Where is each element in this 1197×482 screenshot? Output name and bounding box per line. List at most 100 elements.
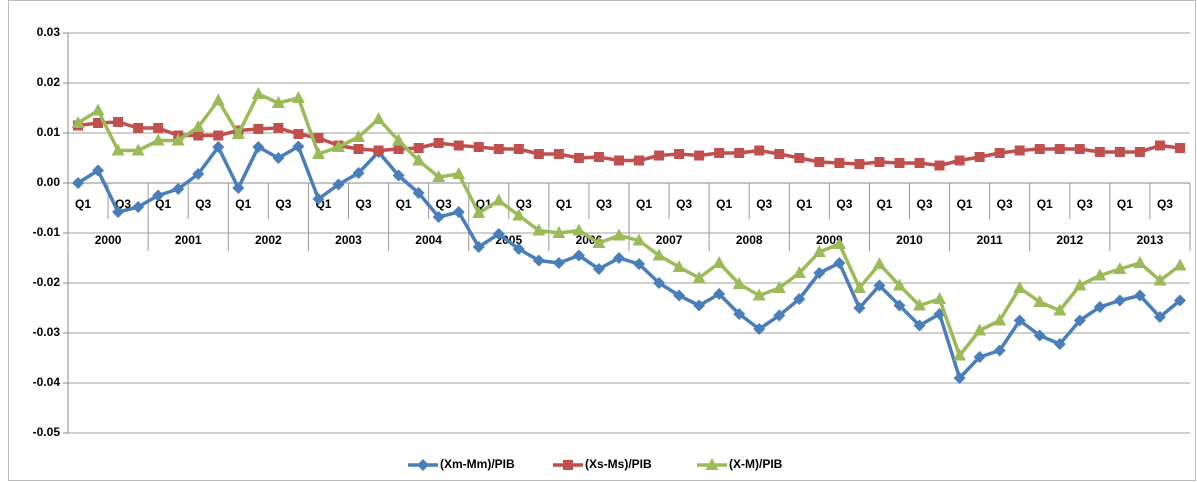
data-point: [413, 143, 424, 153]
data-point: [353, 144, 364, 154]
data-point: [792, 266, 806, 278]
data-point: [532, 254, 545, 267]
data-point: [1113, 294, 1126, 307]
year-label: 2010: [896, 233, 923, 247]
y-tick-label: 0.01: [37, 125, 61, 139]
data-point: [1053, 303, 1067, 316]
x-tick-label: Q1: [556, 197, 572, 211]
data-point: [432, 211, 445, 223]
data-point: [152, 189, 165, 202]
data-point: [893, 299, 906, 312]
x-tick-label: Q3: [1157, 197, 1173, 211]
data-point: [272, 152, 285, 164]
legend-marker: [705, 458, 719, 470]
x-tick-label: Q1: [1037, 197, 1053, 211]
data-point: [793, 293, 806, 305]
data-point: [552, 226, 566, 238]
data-point: [774, 149, 785, 159]
data-point: [253, 124, 264, 134]
data-point: [692, 271, 706, 283]
data-point: [171, 133, 185, 146]
year-label: 2003: [335, 233, 362, 247]
data-point: [814, 157, 825, 167]
data-point: [994, 148, 1005, 158]
data-point: [812, 245, 826, 257]
x-tick-label: Q3: [756, 197, 772, 211]
data-point: [592, 236, 606, 248]
data-point: [794, 153, 805, 163]
data-point: [1133, 289, 1146, 302]
data-point: [633, 258, 646, 270]
y-tick-label: -0.01: [33, 225, 61, 239]
data-point: [492, 228, 505, 240]
data-point: [212, 141, 225, 153]
data-point: [1094, 147, 1105, 157]
data-point: [1113, 262, 1127, 274]
data-point: [553, 149, 564, 159]
data-point: [752, 288, 766, 301]
data-point: [694, 150, 705, 161]
data-point: [513, 144, 524, 154]
data-point: [1033, 329, 1046, 342]
data-point: [854, 159, 865, 169]
data-point: [1153, 273, 1167, 286]
data-point: [291, 91, 305, 103]
data-point: [832, 237, 846, 249]
x-tick-label: Q3: [195, 197, 211, 211]
data-point: [834, 158, 845, 168]
x-tick-label: Q1: [235, 197, 251, 211]
data-point: [372, 112, 386, 124]
data-point: [1073, 314, 1086, 327]
data-point: [292, 140, 305, 153]
data-point: [93, 118, 104, 128]
data-point: [1174, 143, 1185, 153]
data-point: [954, 155, 965, 166]
legend-marker: [563, 460, 573, 470]
data-point: [973, 323, 987, 336]
data-point: [533, 149, 544, 159]
data-point: [412, 153, 426, 166]
data-point: [311, 147, 325, 159]
data-point: [1114, 147, 1125, 157]
data-point: [433, 138, 444, 148]
year-label: 2011: [977, 233, 1003, 247]
data-point: [833, 257, 846, 269]
y-tick-label: -0.03: [33, 325, 61, 339]
year-label: 2004: [415, 233, 442, 247]
data-point: [973, 351, 986, 363]
year-label: 2008: [736, 233, 763, 247]
data-point: [71, 116, 85, 128]
data-point: [592, 263, 605, 275]
x-tick-label: Q3: [836, 197, 852, 211]
data-point: [1013, 281, 1027, 293]
data-point: [412, 187, 425, 199]
data-point: [613, 155, 624, 166]
data-point: [934, 160, 945, 171]
x-tick-label: Q3: [997, 197, 1013, 211]
data-point: [672, 260, 686, 272]
data-point: [693, 299, 706, 312]
legend-label: (X-M)/PIB: [729, 457, 783, 471]
data-point: [572, 249, 585, 262]
data-point: [673, 289, 686, 302]
data-point: [1074, 144, 1085, 154]
data-point: [393, 144, 404, 154]
y-tick-label: 0.03: [37, 25, 61, 39]
year-label: 2007: [656, 233, 683, 247]
data-point: [111, 143, 125, 156]
data-point: [452, 206, 465, 218]
x-tick-label: Q3: [676, 197, 692, 211]
data-point: [352, 130, 366, 142]
data-point: [654, 150, 665, 161]
x-tick-label: Q1: [957, 197, 973, 211]
data-point: [452, 167, 466, 179]
data-point: [512, 243, 525, 255]
data-point: [293, 129, 304, 139]
data-point: [714, 148, 725, 158]
year-label: 2001: [175, 233, 202, 247]
data-point: [352, 167, 365, 179]
data-point: [493, 144, 504, 154]
data-point: [211, 93, 225, 106]
data-point: [1053, 338, 1066, 350]
data-point: [813, 267, 826, 279]
